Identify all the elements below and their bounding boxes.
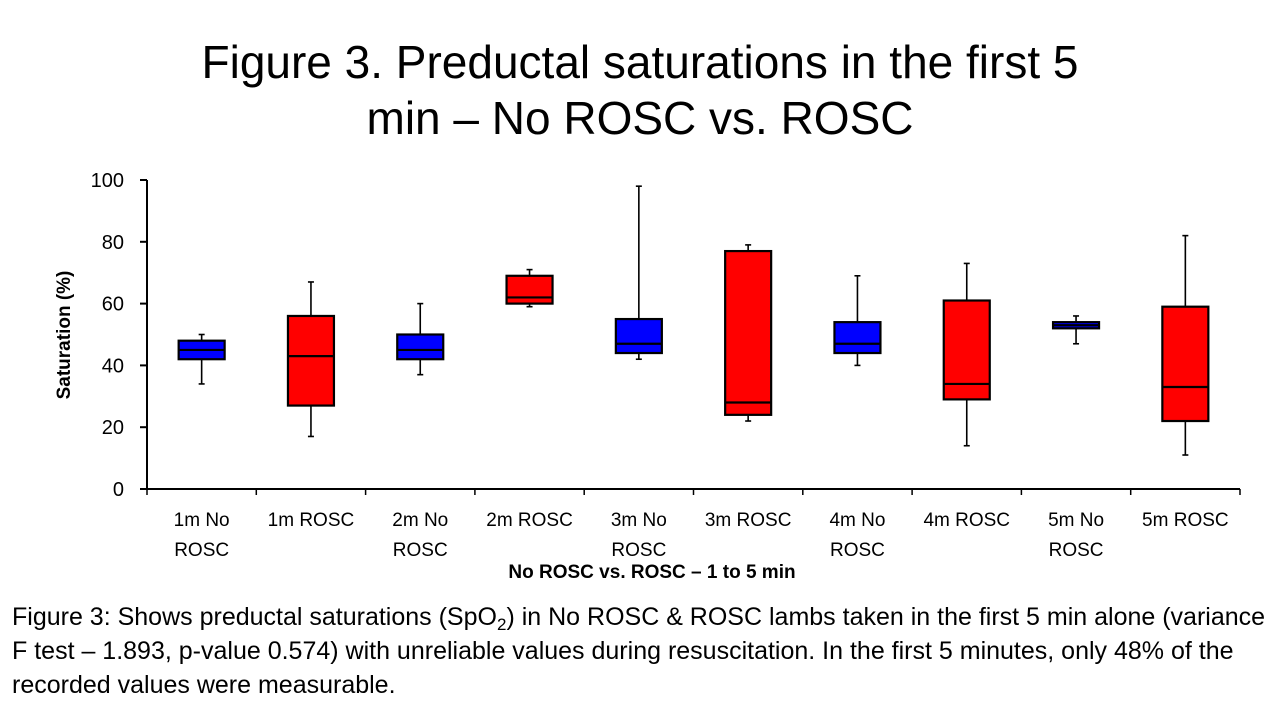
iqr-box (833, 321, 882, 355)
iqr-box (724, 249, 773, 416)
chart-axes: 0 20 40 60 80 100 (91, 170, 1241, 501)
box-9 (1051, 315, 1101, 345)
box-3 (396, 302, 445, 376)
iqr-box (396, 333, 445, 361)
caption-text-1: Figure 3: Shows preductal saturations (S… (12, 603, 497, 631)
figure-caption: Figure 3: Shows preductal saturations (S… (12, 600, 1272, 702)
x-tick-label: 5m No ROSC (1048, 510, 1104, 561)
y-tick-label: 40 (102, 355, 124, 377)
x-axis-label: No ROSC vs. ROSC – 1 to 5 min (508, 562, 795, 583)
y-tick-label: 0 (113, 479, 124, 501)
y-tick-label: 60 (102, 294, 124, 316)
y-tick-label: 100 (91, 170, 124, 192)
x-tick-label: 3m No ROSC (611, 510, 667, 561)
chart-title-line-2: min – No ROSC vs. ROSC (366, 92, 914, 144)
box-7 (833, 274, 882, 367)
box-2 (286, 281, 336, 438)
y-tick-label: 80 (102, 232, 124, 254)
box-5 (614, 185, 663, 361)
x-tick-label: 4m ROSC (923, 510, 1010, 531)
chart-boxes (177, 185, 1210, 456)
x-tick-label: 1m No ROSC (174, 510, 230, 561)
box-6 (724, 244, 773, 422)
x-tick-labels: 1m No ROSC 1m ROSC 2m No ROSC 2m ROSC 3m No ROS… (174, 510, 1229, 561)
iqr-box (286, 314, 336, 407)
x-tick-label: 2m ROSC (486, 510, 573, 531)
iqr-box (1161, 305, 1210, 423)
box-1 (177, 333, 226, 385)
caption-subscript: 2 (496, 615, 507, 634)
x-tick-label: 5m ROSC (1142, 510, 1229, 531)
box-8 (942, 262, 991, 447)
iqr-box (614, 317, 663, 355)
x-tick-label: 4m No ROSC (829, 510, 885, 561)
x-tick-label: 3m ROSC (705, 510, 792, 531)
x-tick-label: 2m No ROSC (392, 510, 448, 561)
box-plot-chart: 0 20 40 60 80 100 1m No ROSC 1m ROSC 2m No ROSC 2m… (54, 170, 1241, 583)
caption-text-2: ) in No ROSC & ROSC lambs taken in the f… (12, 603, 1266, 699)
iqr-box (505, 274, 554, 305)
box-4 (505, 268, 554, 308)
box-10 (1161, 234, 1210, 456)
chart-title: Figure 3. Preductal saturations in the f… (140, 34, 1140, 146)
chart-title-line-1: Figure 3. Preductal saturations in the f… (201, 36, 1079, 88)
y-tick-label: 20 (102, 417, 124, 439)
y-axis-label: Saturation (%) (54, 271, 75, 400)
x-tick-label: 1m ROSC (268, 510, 355, 531)
